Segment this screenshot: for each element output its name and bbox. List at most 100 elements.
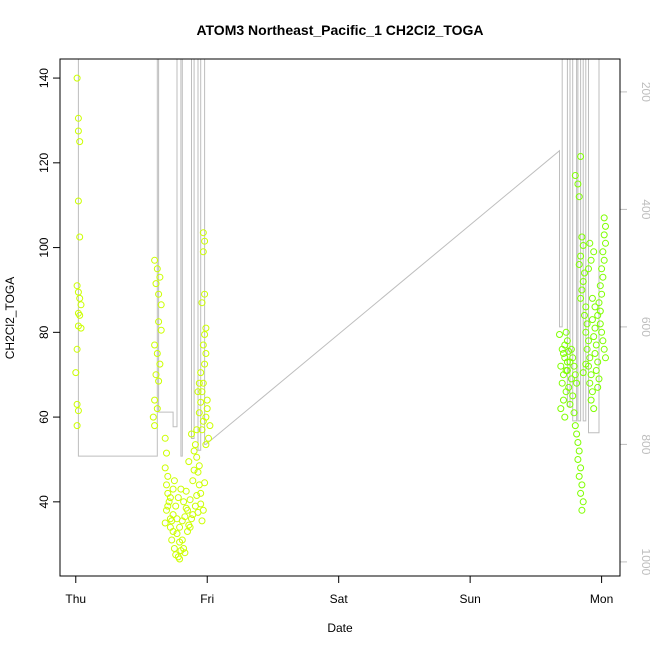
data-point bbox=[600, 231, 608, 239]
data-point bbox=[199, 341, 207, 349]
data-point bbox=[570, 409, 578, 417]
data-point bbox=[164, 472, 172, 480]
data-point bbox=[169, 511, 177, 519]
data-point bbox=[577, 294, 585, 302]
data-point bbox=[598, 290, 606, 298]
data-point bbox=[188, 515, 195, 523]
data-point bbox=[577, 489, 585, 497]
data-point bbox=[203, 405, 211, 413]
data-point bbox=[190, 466, 198, 474]
data-point bbox=[557, 405, 565, 413]
data-point bbox=[578, 481, 586, 489]
data-point bbox=[590, 248, 598, 256]
chart-title: ATOM3 Northeast_Pacific_1 CH2Cl2_TOGA bbox=[196, 22, 483, 38]
data-point bbox=[587, 256, 595, 264]
data-point bbox=[575, 193, 583, 201]
data-point bbox=[579, 278, 587, 285]
data-point bbox=[198, 299, 206, 307]
data-point bbox=[76, 138, 84, 146]
data-point bbox=[153, 350, 161, 357]
data-point bbox=[600, 256, 608, 264]
data-point bbox=[186, 523, 194, 531]
data-point bbox=[173, 530, 181, 538]
data-point bbox=[558, 379, 566, 387]
data-point bbox=[191, 502, 199, 510]
data-point bbox=[173, 515, 181, 523]
data-point bbox=[73, 400, 81, 408]
data-point bbox=[151, 422, 159, 430]
data-point bbox=[595, 299, 603, 307]
data-point bbox=[577, 252, 585, 260]
data-point bbox=[573, 379, 581, 387]
data-point bbox=[556, 331, 563, 338]
data-point bbox=[591, 303, 599, 311]
y-tick-label: 40 bbox=[37, 495, 51, 509]
y2-tick-label: 1000 bbox=[639, 549, 650, 576]
data-point bbox=[583, 345, 591, 353]
data-point bbox=[73, 74, 81, 82]
data-point bbox=[149, 413, 157, 421]
data-point bbox=[191, 441, 199, 449]
x-tick-label: Sat bbox=[330, 592, 349, 606]
data-point bbox=[169, 485, 177, 493]
data-point bbox=[163, 506, 170, 514]
data-point bbox=[566, 400, 574, 408]
y-tick-label: 60 bbox=[37, 410, 51, 424]
data-point bbox=[571, 422, 579, 430]
data-point bbox=[152, 280, 160, 288]
data-point bbox=[197, 398, 205, 406]
data-point bbox=[591, 324, 599, 332]
data-point bbox=[151, 256, 159, 264]
data-point bbox=[182, 487, 190, 495]
data-point bbox=[599, 248, 607, 256]
data-point bbox=[574, 180, 582, 188]
data-point bbox=[193, 453, 201, 461]
data-point bbox=[170, 477, 178, 485]
data-point bbox=[202, 441, 210, 449]
x-axis-label: Date bbox=[327, 621, 353, 635]
y2-tick-label: 600 bbox=[639, 317, 650, 337]
data-point bbox=[195, 379, 203, 387]
y-tick-label: 140 bbox=[37, 68, 51, 88]
plot-frame bbox=[59, 58, 621, 577]
data-point bbox=[190, 447, 198, 455]
data-point bbox=[168, 536, 176, 544]
data-point bbox=[199, 248, 207, 256]
data-point bbox=[591, 350, 599, 357]
data-point bbox=[575, 261, 583, 268]
data-point bbox=[582, 303, 590, 311]
data-point bbox=[594, 311, 602, 319]
data-point bbox=[574, 456, 582, 463]
data-point bbox=[599, 273, 607, 281]
data-point bbox=[76, 294, 84, 302]
data-point bbox=[161, 434, 169, 442]
data-point bbox=[73, 422, 81, 430]
data-point bbox=[203, 396, 211, 404]
data-point bbox=[582, 328, 590, 336]
y2-tick-label: 200 bbox=[639, 82, 650, 102]
data-point bbox=[201, 290, 209, 298]
data-point bbox=[574, 439, 582, 446]
data-point bbox=[156, 360, 164, 368]
data-point bbox=[73, 282, 81, 290]
data-point bbox=[188, 430, 195, 438]
data-point bbox=[594, 358, 602, 366]
data-point bbox=[586, 239, 594, 247]
data-point bbox=[74, 127, 82, 135]
data-point bbox=[588, 316, 596, 324]
data-point bbox=[164, 502, 172, 510]
data-point bbox=[202, 324, 210, 332]
data-point bbox=[585, 265, 592, 273]
data-point bbox=[181, 549, 189, 557]
y-tick-label: 100 bbox=[37, 237, 51, 257]
data-point bbox=[579, 369, 587, 377]
data-point bbox=[562, 328, 570, 336]
data-point bbox=[152, 371, 160, 379]
data-point bbox=[153, 405, 161, 413]
data-point bbox=[569, 392, 577, 400]
data-point bbox=[585, 337, 592, 345]
data-point bbox=[583, 320, 591, 328]
data-point bbox=[176, 523, 184, 531]
data-point bbox=[206, 422, 214, 430]
